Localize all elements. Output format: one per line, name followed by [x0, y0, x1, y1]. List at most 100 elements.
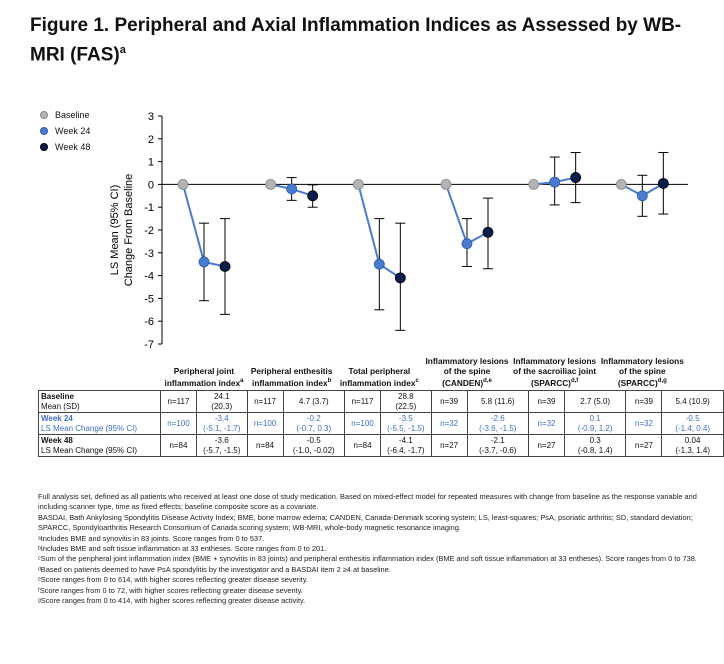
table-cell-value: 24.1 (20.3)	[195, 390, 248, 413]
cell-value-line: -4.1	[398, 436, 413, 445]
table-cell-n: n=27	[430, 434, 468, 457]
cell-value-line: 4.7 (3.7)	[298, 396, 329, 406]
legend-marker	[40, 127, 48, 135]
point-week24	[549, 176, 561, 188]
point-week48	[219, 261, 231, 272]
category-label-sup: d,e	[483, 378, 492, 385]
cell-value-line: -0.2	[306, 414, 321, 423]
y-tick-label: -4	[144, 271, 154, 283]
y-tick-label: -2	[144, 225, 154, 237]
footnotes: Full analysis set, defined as all patien…	[38, 492, 698, 606]
point-baseline	[265, 178, 277, 190]
table-row: Week 24 LS Mean Change (95% CI) n=100 -3.4(…	[37, 412, 724, 435]
table-cell-n: n=27	[528, 434, 565, 457]
cell-value-line: -2.6	[490, 414, 505, 423]
figure-title-text: Figure 1. Peripheral and Axial Inflammat…	[30, 15, 682, 66]
table-cell-value: -4.1 (-6.4, -1.7)	[379, 434, 432, 457]
y-tick-label: -1	[144, 202, 154, 214]
category-label-sup: a	[240, 378, 244, 385]
cell-value-line: -2.1	[490, 436, 505, 445]
cell-ci-line: (-6.4, -1.7)	[387, 445, 425, 455]
cell-value-line: 5.8 (11.6)	[480, 396, 515, 406]
table-cell-n: n=100	[160, 412, 197, 435]
category-label: Peripheral joint inflammation indexa	[162, 366, 246, 388]
cell-value-line: -3.6	[214, 436, 229, 445]
table-cell-value: 0.04 (-1.3, 1.4)	[661, 434, 724, 457]
cell-ci-line: (20.3)	[211, 401, 233, 411]
table-cell-n: n=39	[430, 390, 468, 413]
legend-label: Week 48	[55, 142, 91, 152]
row-sublabel: LS Mean Change (95% CI)	[41, 423, 138, 433]
table-cell-value: -3.6 (-5.7, -1.5)	[195, 434, 248, 457]
footnote: ᵈBased on patients deemed to have PsA sp…	[38, 564, 391, 574]
table-cell-value: 5.4 (10.9)	[661, 390, 724, 413]
category-label-text: Peripheral joint inflammation index	[164, 366, 241, 388]
point-week48	[482, 226, 494, 238]
table-cell-n: n=84	[160, 434, 197, 457]
cell-ci-line: (-1.3, 1.4)	[675, 445, 710, 455]
category-label: Inflammatory lesions of the spine (SPARC…	[600, 356, 684, 388]
cell-ci-line: (-5.7, -1.5)	[203, 445, 241, 455]
point-week24	[198, 256, 210, 268]
table-row: Week 48 LS Mean Change (95% CI) n=84 -3.6 (-…	[37, 434, 724, 457]
point-baseline	[440, 178, 452, 190]
table-cell-n: n=32	[625, 412, 663, 435]
cell-ci-line: (-3.7, -0.6)	[479, 445, 517, 455]
category-label-text: Inflammatory lesions of the spine (CANDE…	[425, 356, 509, 388]
point-week48	[657, 178, 669, 189]
table-cell-value: 2.7 (5.0)	[563, 390, 627, 413]
cell-ci-line: (-1.4, 0.4)	[675, 423, 710, 433]
table-cell-value: -2.1 (-3.7, -0.6)	[466, 434, 530, 457]
table-cell-value: -3.5 (-5.5, -1.5)	[379, 412, 432, 435]
cell-value-line: 24.1	[213, 392, 230, 401]
table-cell-n: n=100	[344, 412, 381, 435]
cell-ci-line: (-3.6, -1.5)	[479, 423, 517, 433]
table-cell-value: 5.8 (11.6)	[466, 390, 530, 413]
cell-value-line: 0.1	[589, 414, 601, 423]
statistics-table: Baseline Mean (SD) n=117 24.1 (20.3) n=117 4.7…	[37, 390, 724, 457]
point-week48	[570, 172, 582, 183]
category-label-text: Peripheral enthesitis inflammation index	[250, 366, 333, 388]
footnote: ᵇIncludes BME and soft tissue inflammati…	[38, 544, 327, 554]
cell-ci-line: (-1.0, -0.02)	[292, 445, 335, 455]
category-label-sup: c	[415, 378, 419, 385]
table-cell-n: n=100	[246, 412, 284, 435]
table-cell-value: 0.3 (-0.8, 1.4)	[563, 434, 627, 457]
category-label: Inflammatory lesions of the spine (CANDE…	[425, 356, 509, 388]
cell-value-line: -0.5	[685, 414, 700, 423]
table-cell-n: n=27	[625, 434, 663, 457]
table-cell-n: n=32	[528, 412, 565, 435]
legend-marker	[40, 111, 48, 119]
footnote: ᶠScore ranges from 0 to 72, with higher …	[38, 585, 303, 595]
footnote: ᵍScore ranges from 0 to 414, with higher…	[38, 596, 306, 606]
table-cell-n: n=32	[430, 412, 468, 435]
y-axis-label-line1: LS Mean (95% CI)	[109, 185, 121, 275]
y-tick-label: 3	[148, 111, 154, 123]
table-cell-n: n=117	[246, 390, 284, 413]
cell-ci-line: (-5.1, -1.7)	[203, 423, 241, 433]
y-tick-label: -6	[144, 316, 154, 328]
row-sublabel: LS Mean Change (95% CI)	[41, 445, 138, 455]
category-label-text: Inflammatory lesions of the sacroiliac j…	[513, 356, 597, 388]
table-cell-value: -3.4 (-5.1, -1.7)	[195, 412, 248, 435]
legend-label: Week 24	[55, 126, 91, 136]
point-week24	[286, 183, 298, 195]
table-cell-n: n=39	[625, 390, 663, 413]
cell-value-line: 0.3	[589, 436, 601, 445]
cell-ci-line: (-0.8, 1.4)	[577, 445, 613, 455]
legend-marker	[40, 143, 48, 151]
point-baseline	[615, 178, 627, 190]
legend-label: Baseline	[55, 110, 90, 120]
footnote: ᵉScore ranges from 0 to 614, with higher…	[38, 575, 309, 585]
table-cell-n: n=117	[160, 390, 197, 413]
cell-value-line: 28.8	[398, 392, 414, 401]
y-tick-label: -5	[144, 293, 154, 305]
point-week48	[394, 272, 406, 284]
category-label-text: Inflammatory lesions of the spine (SPARC…	[600, 356, 684, 388]
table-row-header: Baseline Mean (SD)	[37, 390, 162, 413]
table-row-header: Week 24 LS Mean Change (95% CI)	[37, 412, 162, 435]
y-tick-label: 1	[148, 157, 154, 169]
y-tick-label: 0	[148, 179, 154, 191]
table-cell-n: n=117	[344, 390, 381, 413]
row-sublabel: Mean (SD)	[41, 401, 80, 411]
